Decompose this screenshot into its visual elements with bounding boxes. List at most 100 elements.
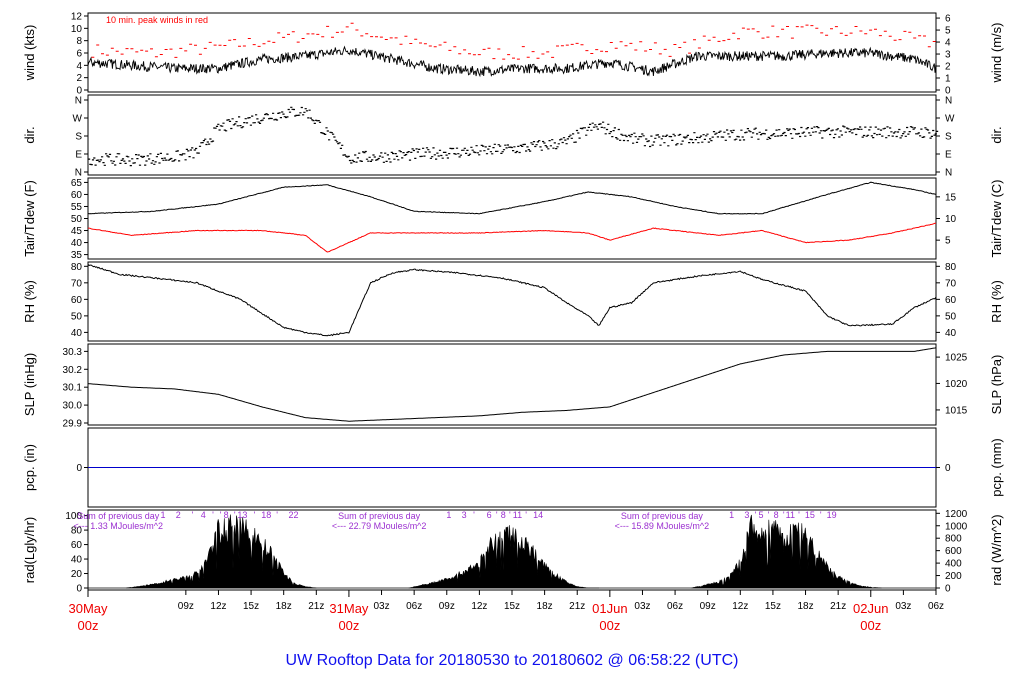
ylabel-right-slp: SLP (hPa) xyxy=(989,355,1004,415)
right-tick-label: 4 xyxy=(945,38,951,49)
hour-mark-label: 11 xyxy=(786,510,795,520)
left-tick-label: 2 xyxy=(76,73,82,84)
x-tick-label: 06z xyxy=(667,601,683,612)
right-tick-label: 80 xyxy=(945,262,957,273)
left-tick-label: 55 xyxy=(71,202,83,213)
right-tick-label: 40 xyxy=(945,328,957,339)
sum-previous-day-label: Sum of previous day xyxy=(77,511,160,521)
hour-mark-label: 13 xyxy=(237,510,247,520)
x-tick-label: 06z xyxy=(406,601,422,612)
x-tick-label: 09z xyxy=(439,601,455,612)
ylabel-right-rh: RH (%) xyxy=(989,280,1004,323)
hour-mark-label: ' xyxy=(768,510,770,520)
x-tick-label: 18z xyxy=(537,601,553,612)
hour-mark-label: 22 xyxy=(288,510,298,520)
series-line-slp xyxy=(87,347,937,422)
radiation-area xyxy=(126,514,882,589)
right-tick-label: 5 xyxy=(945,26,951,37)
x-date-label: 02Jun xyxy=(853,601,888,616)
x-tick-label: 12z xyxy=(732,601,748,612)
x-tick-label: 18z xyxy=(797,601,813,612)
left-tick-label: S xyxy=(75,132,82,143)
x-tick-label: 06z xyxy=(928,601,944,612)
hour-mark-label: ' xyxy=(473,510,475,520)
x-date-hour-label: 00z xyxy=(78,618,99,633)
left-tick-label: 80 xyxy=(71,262,83,273)
right-tick-label: 2 xyxy=(945,62,951,73)
hour-mark-label: ' xyxy=(525,510,527,520)
right-tick-label: W xyxy=(945,114,955,125)
right-tick-label: 60 xyxy=(945,295,957,306)
x-tick-label: 09z xyxy=(178,601,194,612)
x-tick-label: 21z xyxy=(830,601,846,612)
hour-mark-label: 2 xyxy=(176,510,181,520)
ylabel-right-temp: Tair/Tdew (C) xyxy=(989,179,1004,257)
left-tick-label: 10 xyxy=(71,24,83,35)
hour-mark-label: ' xyxy=(820,510,822,520)
ylabel-right-dir: dir. xyxy=(989,126,1004,143)
right-tick-label: E xyxy=(945,150,952,161)
right-tick-label: 0 xyxy=(945,86,951,97)
direction-marks xyxy=(88,106,939,167)
left-tick-label: 40 xyxy=(71,555,83,566)
hour-mark-label: 19 xyxy=(827,510,837,520)
sum-previous-day-label: Sum of previous day xyxy=(338,511,421,521)
x-tick-label: 18z xyxy=(276,601,292,612)
left-tick-label: 60 xyxy=(71,190,83,201)
x-tick-label: 09z xyxy=(700,601,716,612)
ylabel-right-rad: rad (W/m^2) xyxy=(989,514,1004,585)
peak-wind-dashes xyxy=(91,22,936,60)
hour-mark-label: 3 xyxy=(744,510,749,520)
left-tick-label: 30.0 xyxy=(63,401,83,412)
left-tick-label: 100 xyxy=(65,511,82,522)
hour-mark-label: ' xyxy=(509,510,511,520)
right-tick-label: 5 xyxy=(945,236,951,247)
x-tick-label: 15z xyxy=(504,601,520,612)
ylabel-left-slp: SLP (inHg) xyxy=(22,353,37,416)
x-tick-label: 12z xyxy=(210,601,226,612)
hour-mark-label: ' xyxy=(234,510,236,520)
right-tick-label: 1020 xyxy=(945,379,968,390)
right-tick-label: 1015 xyxy=(945,405,968,416)
right-tick-label: 1200 xyxy=(945,509,968,520)
left-tick-label: 30.3 xyxy=(63,347,83,358)
x-tick-label: 15z xyxy=(765,601,781,612)
series-line-wind xyxy=(87,45,937,78)
ylabel-right-pcp: pcp. (mm) xyxy=(989,438,1004,497)
right-tick-label: 0 xyxy=(945,463,951,474)
hour-mark-label: ' xyxy=(253,510,255,520)
left-tick-label: 80 xyxy=(71,526,83,537)
x-tick-label: 03z xyxy=(895,601,911,612)
hour-mark-label: 5 xyxy=(758,510,763,520)
ylabel-left-wind: wind (kts) xyxy=(22,25,37,82)
x-date-hour-label: 00z xyxy=(338,618,359,633)
hour-mark-label: ' xyxy=(220,510,222,520)
right-tick-label: 1025 xyxy=(945,353,968,364)
peak-winds-note: 10 min. peak winds in red xyxy=(106,15,208,25)
right-tick-label: 0 xyxy=(945,584,951,595)
panel-frame-temp xyxy=(87,177,937,260)
x-tick-label: 03z xyxy=(634,601,650,612)
left-tick-label: 30.2 xyxy=(63,365,83,376)
hour-mark-label: ' xyxy=(496,510,498,520)
right-tick-label: N xyxy=(945,168,952,179)
right-tick-label: 600 xyxy=(945,546,962,557)
left-tick-label: N xyxy=(75,96,82,107)
x-tick-label: 12z xyxy=(471,601,487,612)
ylabel-left-rh: RH (%) xyxy=(22,280,37,323)
ylabel-left-temp: Tair/Tdew (F) xyxy=(22,180,37,257)
sum-previous-day-value: <--- 22.79 MJoules/m^2 xyxy=(332,521,427,531)
left-tick-label: 4 xyxy=(76,61,82,72)
hour-mark-label: ' xyxy=(798,510,800,520)
left-tick-label: 60 xyxy=(71,540,83,551)
left-tick-label: 40 xyxy=(71,328,83,339)
left-tick-label: 12 xyxy=(71,12,83,23)
left-tick-label: 35 xyxy=(71,250,83,261)
left-tick-label: 40 xyxy=(71,238,83,249)
left-tick-label: 29.9 xyxy=(63,419,83,430)
sum-previous-day-value: <--- 15.89 MJoules/m^2 xyxy=(615,521,710,531)
right-tick-label: 15 xyxy=(945,192,957,203)
left-tick-label: 20 xyxy=(71,569,83,580)
hour-mark-label: 14 xyxy=(533,510,543,520)
